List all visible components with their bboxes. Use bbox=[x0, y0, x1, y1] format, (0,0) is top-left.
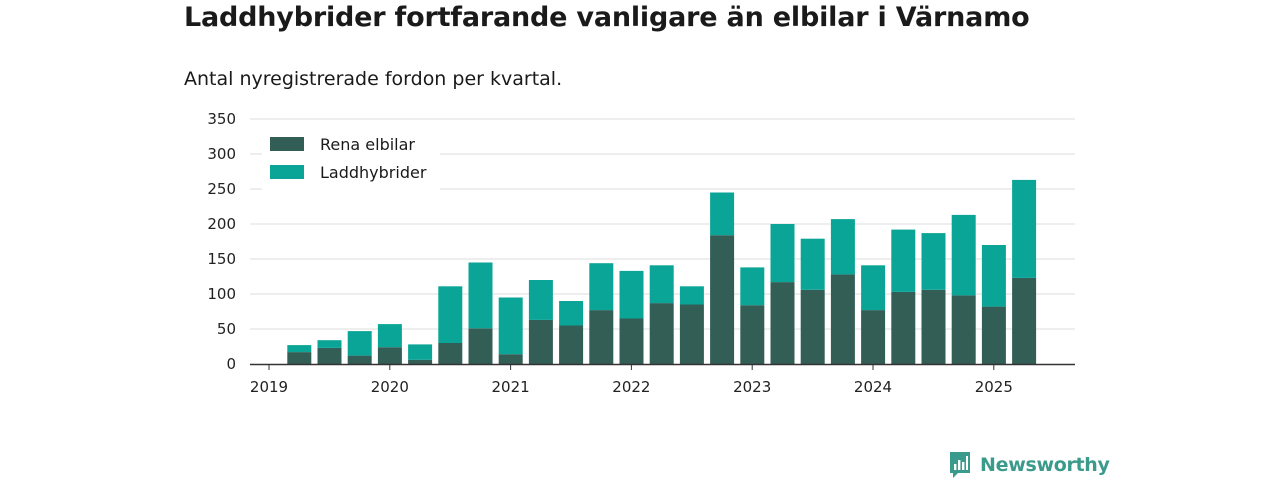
bar-laddhybrider bbox=[861, 265, 886, 311]
x-tick-label: 2025 bbox=[975, 378, 1013, 396]
brand-name: Newsworthy bbox=[980, 454, 1110, 476]
bar-rena-elbilar bbox=[830, 274, 855, 364]
y-tick-label: 100 bbox=[207, 285, 236, 303]
bar-rena-elbilar bbox=[921, 289, 946, 364]
bar-rena-elbilar bbox=[347, 355, 372, 364]
x-tick-label: 2022 bbox=[612, 378, 650, 396]
y-tick-label: 200 bbox=[207, 215, 236, 233]
bar-laddhybrider bbox=[679, 286, 704, 305]
bar-laddhybrider bbox=[830, 219, 855, 275]
legend: Rena elbilar Laddhybrider bbox=[262, 128, 440, 190]
bar-laddhybrider bbox=[317, 340, 342, 348]
bar-laddhybrider bbox=[377, 324, 402, 348]
bar-rena-elbilar bbox=[951, 295, 976, 364]
x-tick-label: 2023 bbox=[733, 378, 771, 396]
bar-laddhybrider bbox=[287, 345, 312, 353]
bar-laddhybrider bbox=[800, 238, 825, 290]
bar-rena-elbilar bbox=[317, 347, 342, 364]
y-tick-label: 0 bbox=[226, 355, 236, 373]
x-tick-label: 2021 bbox=[492, 378, 530, 396]
bar-rena-elbilar bbox=[1012, 277, 1037, 364]
bar-laddhybrider bbox=[559, 301, 584, 326]
bar-laddhybrider bbox=[438, 286, 463, 343]
bar-rena-elbilar bbox=[498, 354, 523, 364]
bar-rena-elbilar bbox=[528, 319, 553, 364]
bar-laddhybrider bbox=[951, 214, 976, 296]
bar-rena-elbilar bbox=[770, 282, 795, 364]
bar-rena-elbilar bbox=[287, 352, 312, 364]
bar-rena-elbilar bbox=[800, 289, 825, 364]
bar-rena-elbilar bbox=[981, 306, 1006, 364]
y-axis-ticks: 0 50 100 150 200 250 300 350 bbox=[207, 110, 236, 373]
legend-label: Rena elbilar bbox=[320, 135, 415, 154]
bar-laddhybrider bbox=[740, 267, 765, 306]
bar-laddhybrider bbox=[981, 245, 1006, 307]
bar-rena-elbilar bbox=[377, 347, 402, 364]
bar-laddhybrider bbox=[921, 233, 946, 290]
legend-swatch bbox=[270, 137, 304, 151]
brand-logo: Newsworthy bbox=[948, 450, 1110, 480]
bar-rena-elbilar bbox=[861, 310, 886, 364]
bar-laddhybrider bbox=[619, 270, 644, 319]
bar-laddhybrider bbox=[498, 297, 523, 355]
bar-rena-elbilar bbox=[740, 305, 765, 364]
bar-laddhybrider bbox=[891, 229, 916, 292]
x-tick-label: 2020 bbox=[371, 378, 409, 396]
bar-laddhybrider bbox=[528, 280, 553, 320]
bar-rena-elbilar bbox=[589, 310, 614, 364]
bar-rena-elbilar bbox=[468, 328, 493, 364]
bar-laddhybrider bbox=[1012, 179, 1037, 278]
bar-rena-elbilar bbox=[891, 291, 916, 364]
x-axis-ticks: 2019 2020 2021 2022 2023 2024 2025 bbox=[250, 364, 1013, 396]
legend-swatch bbox=[270, 165, 304, 179]
bar-rena-elbilar bbox=[710, 235, 735, 364]
x-tick-label: 2019 bbox=[250, 378, 288, 396]
y-tick-label: 150 bbox=[207, 250, 236, 268]
y-tick-label: 350 bbox=[207, 110, 236, 128]
x-tick-label: 2024 bbox=[854, 378, 892, 396]
bar-rena-elbilar bbox=[559, 325, 584, 364]
chart-badge-icon bbox=[950, 452, 970, 478]
bar-laddhybrider bbox=[589, 263, 614, 311]
bar-laddhybrider bbox=[408, 344, 433, 360]
y-tick-label: 250 bbox=[207, 180, 236, 198]
y-tick-label: 300 bbox=[207, 145, 236, 163]
bar-rena-elbilar bbox=[438, 343, 463, 364]
bar-laddhybrider bbox=[649, 265, 674, 304]
bar-rena-elbilar bbox=[649, 303, 674, 364]
y-tick-label: 50 bbox=[217, 320, 236, 338]
bar-rena-elbilar bbox=[619, 318, 644, 364]
bar-laddhybrider bbox=[468, 262, 493, 329]
legend-label: Laddhybrider bbox=[320, 163, 427, 182]
bars bbox=[287, 179, 1037, 364]
bar-rena-elbilar bbox=[408, 359, 433, 364]
chart-title: Laddhybrider fortfarande vanligare än el… bbox=[184, 2, 1030, 33]
chart-subtitle: Antal nyregistrerade fordon per kvartal. bbox=[184, 68, 563, 90]
bar-laddhybrider bbox=[710, 192, 735, 236]
bar-laddhybrider bbox=[770, 224, 795, 283]
bar-rena-elbilar bbox=[679, 304, 704, 364]
bar-laddhybrider bbox=[347, 331, 372, 356]
